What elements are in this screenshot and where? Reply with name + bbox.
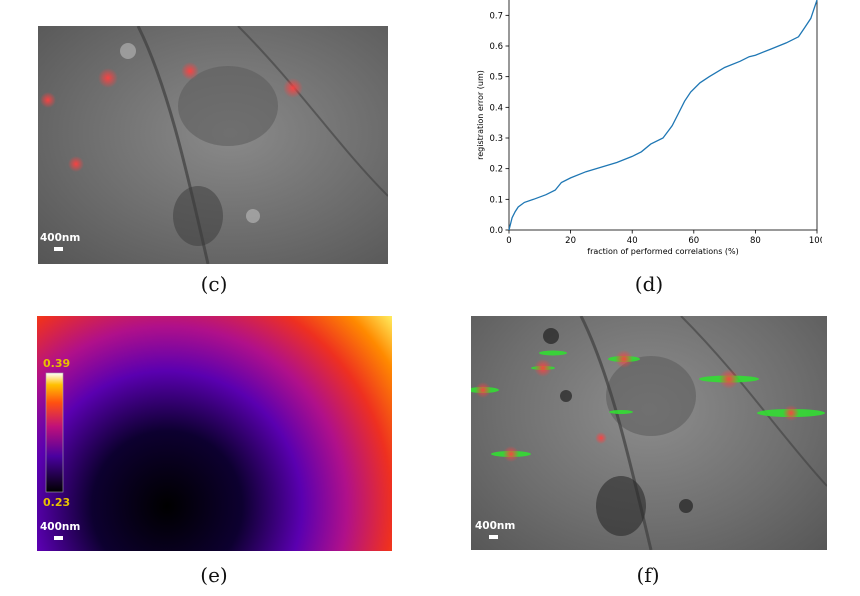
scale-bar-label: 400nm <box>40 232 81 244</box>
y-tick-label: 0.1 <box>489 195 503 205</box>
x-tick-label: 80 <box>750 236 761 246</box>
y-tick-label: 0.2 <box>489 165 503 175</box>
x-tick-label: 100 <box>809 236 822 246</box>
scale-bar <box>489 535 498 539</box>
y-axis-label: registration error (um) <box>476 70 485 160</box>
caption-d: (d) <box>634 272 664 296</box>
y-tick-label: 0.7 <box>489 11 503 21</box>
y-tick-label: 0.0 <box>489 226 503 236</box>
caption-c: (c) <box>200 272 228 296</box>
scale-bar <box>54 247 63 251</box>
x-axis-label: fraction of performed correlations (%) <box>587 247 739 256</box>
em-image-f: 400nm <box>471 316 827 550</box>
caption-e: (e) <box>200 563 228 587</box>
registration-error-chart: 0 20 40 60 80 100 0.0 0.1 0.2 0.3 0.4 0.5 0.6 0.7 frac… <box>472 0 822 262</box>
heatmap-svg <box>37 316 392 551</box>
scale-bar-label: 400nm <box>475 520 516 532</box>
em-texture-f <box>471 316 827 550</box>
x-tick-label: 20 <box>565 236 576 246</box>
colorbar-max-label: 0.39 <box>43 357 71 370</box>
scale-bar-label: 400nm <box>40 521 81 533</box>
x-tick-label: 0 <box>506 236 511 246</box>
colorbar <box>45 372 64 493</box>
x-tick-label: 40 <box>627 236 638 246</box>
error-heatmap: 0.39 0.23 400nm <box>37 316 392 551</box>
y-tick-label: 0.4 <box>489 103 503 113</box>
caption-f: (f) <box>636 563 660 587</box>
y-tick-label: 0.5 <box>489 73 503 83</box>
em-image-c: 400nm <box>38 26 388 264</box>
colorbar-min-label: 0.23 <box>43 496 71 509</box>
x-tick-label: 60 <box>688 236 699 246</box>
em-texture-c <box>40 26 388 264</box>
scale-bar <box>54 536 63 540</box>
error-curve <box>508 0 818 231</box>
plot-frame <box>508 0 818 231</box>
y-tick-label: 0.6 <box>489 42 503 52</box>
chart-svg: 0 20 40 60 80 100 0.0 0.1 0.2 0.3 0.4 0.5 0.6 0.7 frac… <box>476 0 822 256</box>
y-tick-label: 0.3 <box>489 134 503 144</box>
